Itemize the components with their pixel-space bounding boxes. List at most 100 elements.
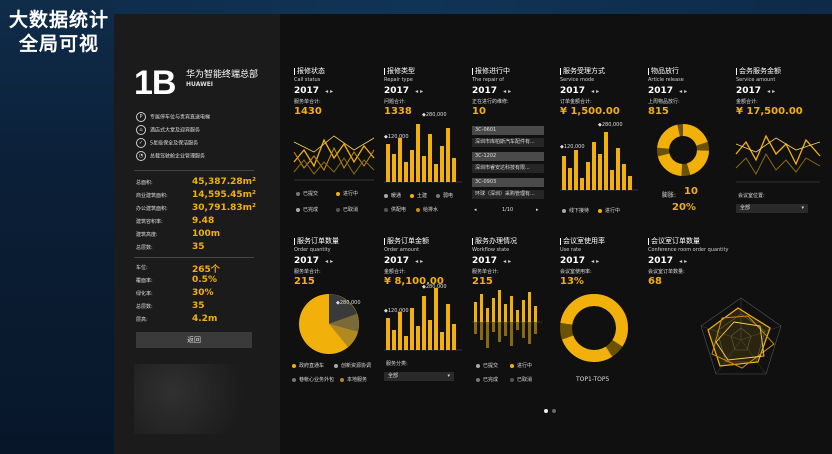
chevron-down-icon: ▾ [447,373,450,379]
year-switcher[interactable]: ◂ ▸ [767,88,776,95]
stat-row: 建筑容积率: 9.48 [136,216,276,226]
year-switcher[interactable]: ◂ ▸ [679,88,688,95]
repair-order-id[interactable]: 3C-1202 [472,152,544,161]
year-switcher[interactable]: ◂ ▸ [503,258,512,265]
stat-value: 0.5% [192,275,217,285]
parking-icon: P [136,112,146,122]
order-quantity-pie [299,294,359,354]
year-switcher[interactable]: ◂ ▸ [591,258,600,265]
kpi-value: ¥ 1,500.00 [560,106,620,117]
year-switcher[interactable]: ◂ ▸ [325,258,334,265]
legend-item: 已取消 [336,206,358,213]
year-value: 2017 [472,256,498,266]
workflow-state-bar-chart [472,290,542,348]
year-switcher[interactable]: ◂ ▸ [591,88,600,95]
kpi-value: 13% [560,276,584,287]
kpi-label: 订单金额合计: [560,99,592,105]
slide-title: 大数据统计 全局可视 [4,8,114,56]
repair-type-bar-chart [384,124,462,183]
stat-value: 4.2m [192,314,218,324]
stat-value: 35 [192,301,205,311]
carousel-dot[interactable] [552,409,556,413]
carousel-dots [542,398,558,417]
background-band [0,0,832,14]
year-switcher[interactable]: ◂ ▸ [415,88,424,95]
panel-subtitle: The repair of [472,77,505,83]
repair-order-id[interactable]: 3C-0903 [472,178,544,187]
legend-item: 政府直通车 [292,362,324,369]
stat-value: 9.48 [192,216,215,226]
service-item: ✓ 5星级保全及保洁服务 [136,138,198,148]
building-logo: 1B [134,64,176,102]
stat-row: 总层数: 35 [136,242,276,252]
repair-order-id[interactable]: 3C-0601 [472,126,544,135]
ring-caption: TOP1-TOP5 [576,376,610,383]
legend-item: 进行中 [336,190,358,197]
stat-row: 车位: 265个 [136,264,276,275]
page-next-button[interactable]: ▸ [536,207,539,213]
legend-item: 进行中 [598,207,620,214]
year-switcher[interactable]: ◂ ▸ [679,258,688,265]
order-amount-bar-chart [384,288,462,351]
gauge-icon: ◔ [136,151,146,161]
category-dropdown[interactable]: 全部 ▾ [384,372,454,381]
legend-item: 已提交 [476,362,498,369]
service-item: P 专属停车位与贵宾直送电梯 [136,112,210,122]
panel-title: 服务订单金额 [387,237,429,245]
year-switcher[interactable]: ◂ ▸ [325,88,334,95]
year-value: 2017 [648,256,674,266]
stat-row: 覆面率: 0.5% [136,275,276,285]
kpi-value: 68 [648,276,662,287]
brand-name: 华为智能终端总部 [186,70,259,80]
bar-tooltip: ◆280,000 [598,122,623,128]
location-label: 会议室位置: [738,193,765,199]
stat-value: 100m [192,229,221,239]
category-label: 服务分类: [386,361,408,367]
panel-title: 报修进行中 [475,67,510,75]
year-switcher[interactable]: ◂ ▸ [503,88,512,95]
panel-subtitle: Conference room order quantity [648,247,729,253]
article-release-ring [657,124,709,176]
kpi-value: ¥ 17,500.00 [736,106,803,117]
repair-company[interactable]: 深圳市库柏斯汽车配件有... [472,138,544,147]
page-prev-button[interactable]: ◂ [474,207,477,213]
panel-subtitle: Call status [294,77,321,83]
service-label: 总裁驾驶舱企业管理服务 [150,153,206,160]
service-label: 酒店式大堂及迎宾服务 [150,127,201,134]
panel-title: 物品放行 [651,67,679,75]
repair-company[interactable]: 深圳市睿安达科技有限... [472,164,544,173]
stat-label: 总层数: [136,245,153,251]
brand-name-en: HUAWEI [186,81,214,88]
bar-tooltip: ◆280,000 [422,112,447,118]
kpi-value: 10 [472,106,486,117]
panel-subtitle: Service amount [736,77,776,83]
stat-label: 建筑容积率: [136,219,163,225]
carousel-dot[interactable] [544,409,548,413]
kpi-label: 服务单合计: [472,269,499,275]
kpi-label: 金额合计: [736,99,758,105]
page-indicator: 1/10 [502,207,514,213]
year-switcher[interactable]: ◂ ▸ [415,258,424,265]
panel-subtitle: Use rate [560,247,582,253]
year-value: 2017 [648,86,674,96]
year-value: 2017 [736,86,762,96]
bar-tooltip: ◆120,000 [384,308,409,314]
panel-title: 会务服务金额 [739,67,781,75]
stat-value: 265个 [192,265,220,275]
panel-conference-orders: 会议室订单数量 Conference room order quantity 2… [648,236,788,287]
stat-label: 办公建筑面积: [136,206,168,212]
panel-title: 服务办理情况 [475,237,517,245]
panel-workflow-state: 服务办理情况 Workflow state 2017 ◂ ▸ 服务单合计: 215 [472,236,554,287]
year-value: 2017 [472,86,498,96]
repair-company[interactable]: 环球（深圳）采购管理有... [472,190,544,199]
back-button[interactable]: 返回 [136,332,252,348]
year-value: 2017 [294,86,320,96]
legend-item: 已完成 [476,376,498,383]
panel-subtitle: Repair type [384,77,413,83]
stat-label: 覆面率: [136,278,153,284]
panel-use-rate: 会议室使用率 Use rate 2017 ◂ ▸ 会议室使用率: 13% [560,236,642,287]
location-dropdown[interactable]: 全部 ▾ [736,204,808,213]
service-label: 专属停车位与贵宾直送电梯 [150,114,211,121]
kpi-value: 215 [472,276,493,287]
service-amount-line-chart [735,134,821,183]
